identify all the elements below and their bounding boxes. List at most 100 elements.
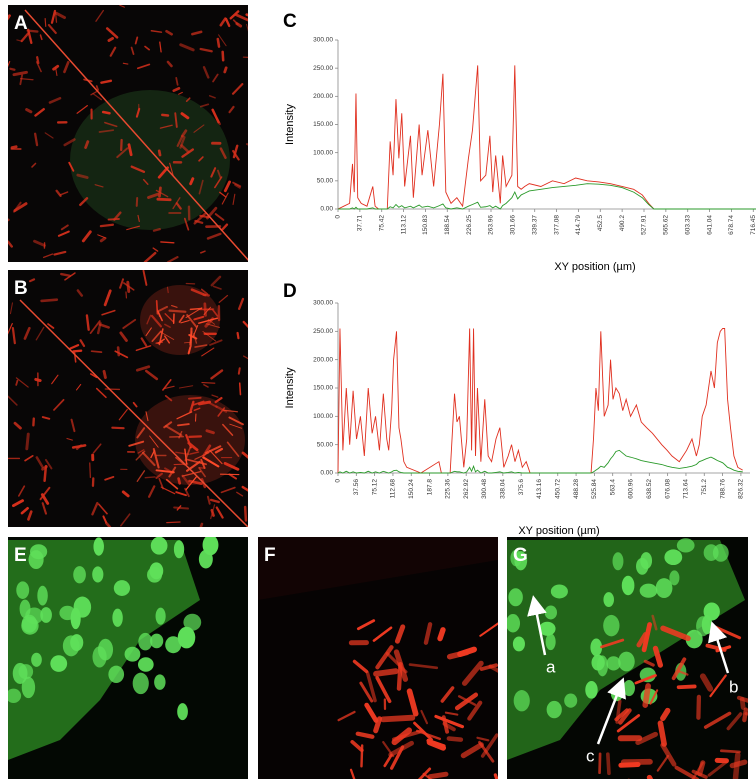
cell — [193, 407, 201, 412]
nucleus — [132, 672, 149, 695]
cell — [92, 443, 102, 454]
x-tick-label: 676.08 — [664, 479, 671, 499]
cell — [35, 61, 42, 73]
cell — [8, 218, 10, 222]
cell — [652, 645, 664, 668]
cell — [461, 660, 484, 686]
cell — [100, 79, 113, 84]
cell — [140, 337, 148, 347]
cell — [236, 491, 244, 497]
cell — [493, 773, 498, 779]
cell — [155, 469, 175, 474]
nucleus — [655, 578, 673, 599]
cell — [228, 105, 235, 114]
cell — [193, 124, 205, 133]
nucleus — [606, 656, 621, 671]
cell — [41, 416, 51, 420]
panel-label: D — [283, 281, 297, 302]
nucleus — [173, 540, 185, 559]
cell — [118, 408, 128, 421]
x-tick-label: 0 — [335, 479, 342, 483]
cell — [151, 330, 162, 343]
nucleus — [73, 596, 92, 618]
cell — [203, 306, 212, 316]
cell — [232, 181, 242, 188]
cell — [178, 314, 185, 323]
cell — [365, 670, 377, 703]
cell — [228, 473, 237, 480]
cell — [152, 448, 160, 469]
cell — [76, 104, 88, 114]
x-tick-label: 262.92 — [463, 479, 470, 499]
cell — [426, 738, 446, 748]
cell — [180, 112, 190, 120]
x-tick-label: 452.5 — [597, 215, 604, 232]
cell — [92, 92, 103, 101]
panel-label: A — [14, 13, 28, 34]
panel-label: B — [14, 278, 28, 299]
cell — [122, 62, 129, 65]
cell — [229, 10, 240, 20]
cell — [114, 350, 129, 359]
cell — [198, 317, 219, 324]
cell — [136, 427, 146, 439]
cell — [176, 411, 193, 420]
cell — [47, 323, 55, 329]
y-tick-label: 250.00 — [313, 328, 333, 335]
nucleus — [621, 575, 635, 596]
cell — [35, 326, 45, 341]
cell — [175, 202, 182, 210]
nucleus — [603, 614, 620, 637]
cell — [18, 485, 26, 497]
cell — [373, 668, 399, 677]
cell — [91, 501, 99, 516]
x-tick-label: 565.62 — [663, 215, 670, 235]
cell — [206, 232, 222, 240]
cell — [385, 651, 408, 674]
cell — [241, 451, 248, 459]
cell — [64, 272, 76, 281]
cell — [202, 293, 210, 297]
cell — [171, 305, 178, 308]
cell — [41, 465, 48, 471]
cell — [9, 67, 16, 71]
cell — [119, 331, 128, 342]
cell — [215, 506, 224, 519]
cell — [165, 478, 179, 490]
cell — [168, 309, 187, 313]
nucleus — [21, 676, 36, 699]
cell — [135, 450, 146, 461]
cell — [41, 502, 47, 515]
cell — [27, 510, 33, 521]
cell — [219, 17, 227, 27]
cell — [643, 659, 655, 667]
cell — [375, 645, 394, 670]
cell — [600, 638, 625, 649]
nucleus — [92, 566, 104, 583]
cell — [8, 60, 11, 68]
cell — [20, 78, 34, 81]
cell — [19, 74, 23, 86]
cell — [229, 423, 242, 429]
cell — [47, 24, 57, 35]
nucleus — [50, 655, 68, 672]
cell — [101, 309, 116, 316]
cell — [207, 318, 216, 325]
cell — [40, 298, 59, 303]
x-tick-label: 375.6 — [518, 479, 525, 496]
cell — [8, 240, 13, 248]
x-tick-label: 75.42 — [378, 215, 385, 232]
nucleus — [73, 566, 86, 584]
cell — [232, 144, 239, 159]
nucleus — [154, 674, 166, 690]
cell — [205, 445, 222, 454]
cell — [126, 225, 141, 231]
cell — [177, 477, 182, 485]
cell — [457, 695, 477, 706]
cell — [205, 429, 215, 435]
cell — [200, 250, 206, 254]
cell — [194, 344, 208, 348]
cell — [130, 46, 135, 55]
cell — [214, 396, 223, 404]
